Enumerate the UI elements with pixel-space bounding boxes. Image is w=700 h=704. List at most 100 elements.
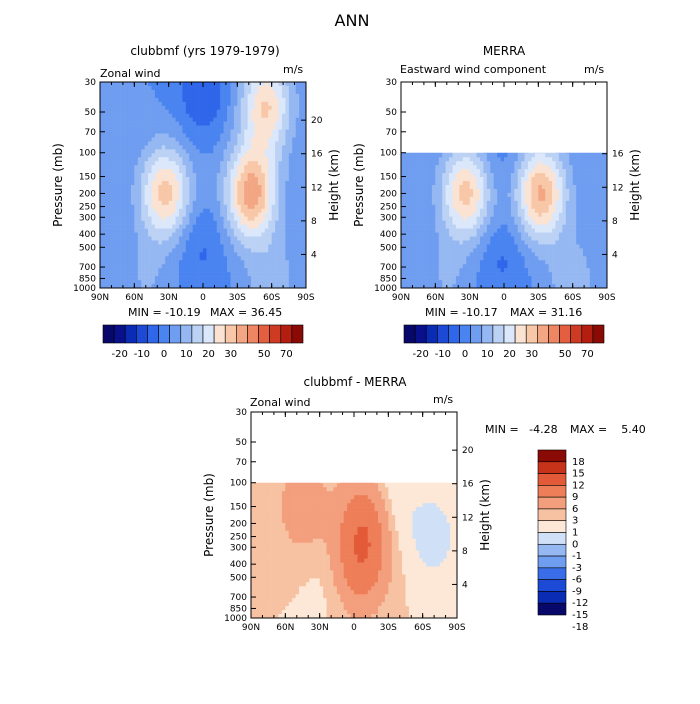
field-cell	[428, 165, 432, 169]
field-cell	[279, 244, 283, 248]
field-cell	[230, 153, 234, 157]
field-cell	[525, 157, 529, 161]
field-cell	[507, 229, 511, 233]
field-cell	[494, 157, 498, 161]
field-cell	[463, 217, 467, 221]
field-cell	[470, 248, 474, 252]
field-cell	[203, 177, 207, 181]
field-cell	[134, 122, 138, 126]
field-cell	[227, 177, 231, 181]
field-cell	[518, 161, 522, 165]
field-cell	[292, 197, 296, 201]
field-cell	[531, 225, 535, 229]
field-cell	[422, 165, 426, 169]
field-cell	[279, 240, 283, 244]
field-cell	[487, 173, 491, 177]
colorbar-label: 30	[224, 349, 237, 360]
field-cell	[299, 114, 303, 118]
field-cell	[107, 126, 111, 130]
field-cell	[121, 114, 125, 118]
field-cell	[428, 233, 432, 237]
field-cell	[279, 157, 283, 161]
field-cell	[134, 165, 138, 169]
field-cell	[425, 256, 429, 260]
field-cell	[480, 244, 484, 248]
field-cell	[282, 153, 286, 157]
field-cell	[289, 225, 293, 229]
field-cell	[435, 205, 439, 209]
field-cell	[425, 237, 429, 241]
field-cell	[172, 98, 176, 102]
field-cell	[176, 137, 180, 141]
field-cell	[155, 173, 159, 177]
field-cell	[131, 134, 135, 138]
field-cell	[196, 217, 200, 221]
x-tick-label: 90N	[91, 293, 109, 303]
field-cell	[107, 221, 111, 225]
field-cell	[477, 157, 481, 161]
field-cell	[518, 209, 522, 213]
field-cell	[158, 264, 162, 268]
field-cell	[504, 153, 508, 157]
field-cell	[411, 221, 415, 225]
field-cell	[220, 153, 224, 157]
field-cell	[141, 122, 145, 126]
field-cell	[255, 185, 259, 189]
units-label-clubbmf: m/s	[283, 63, 303, 76]
field-cell	[545, 169, 549, 173]
field-cell	[138, 157, 142, 161]
field-cell	[600, 225, 604, 229]
field-cell	[446, 260, 450, 264]
colorbar-label: -10	[134, 349, 150, 360]
field-cell	[470, 252, 474, 256]
field-cell	[206, 145, 210, 149]
field-cell	[463, 221, 467, 225]
field-cell	[162, 268, 166, 272]
field-cell	[134, 86, 138, 90]
field-cell	[110, 221, 114, 225]
field-cell	[268, 130, 272, 134]
field-cell	[600, 213, 604, 217]
field-cell	[230, 189, 234, 193]
field-cell	[511, 256, 515, 260]
field-cell	[285, 260, 289, 264]
field-cell	[165, 205, 169, 209]
field-cell	[490, 205, 494, 209]
field-cell	[234, 114, 238, 118]
field-cell	[279, 122, 283, 126]
field-cell	[477, 233, 481, 237]
field-cell	[296, 86, 300, 90]
field-cell	[217, 193, 221, 197]
field-cell	[556, 161, 560, 165]
field-cell	[590, 177, 594, 181]
field-cell	[483, 213, 487, 217]
field-cell	[200, 272, 204, 276]
field-cell	[110, 134, 114, 138]
field-cell	[593, 189, 597, 193]
field-cell	[169, 237, 173, 241]
field-cell	[189, 106, 193, 110]
field-cell	[576, 233, 580, 237]
field-cell	[169, 201, 173, 205]
field-cell	[463, 260, 467, 264]
field-cell	[456, 189, 460, 193]
field-cell	[234, 141, 238, 145]
field-cell	[227, 122, 231, 126]
field-cell	[217, 240, 221, 244]
field-cell	[165, 145, 169, 149]
field-cell	[206, 221, 210, 225]
field-cell	[590, 252, 594, 256]
field-cell	[473, 161, 477, 165]
field-cell	[282, 126, 286, 130]
field-cell	[189, 137, 193, 141]
field-cell	[442, 153, 446, 157]
field-cell	[279, 237, 283, 241]
field-cell	[251, 260, 255, 264]
field-cell	[466, 157, 470, 161]
field-cell	[152, 252, 156, 256]
field-cell	[418, 240, 422, 244]
field-cell	[268, 276, 272, 280]
field-cell	[268, 94, 272, 98]
field-cell	[248, 276, 252, 280]
field-cell	[511, 165, 515, 169]
